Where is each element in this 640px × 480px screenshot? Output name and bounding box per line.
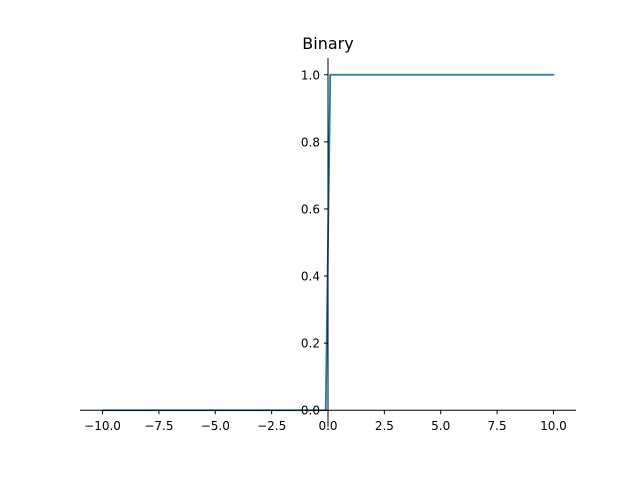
x-tick-label: 2.5	[375, 419, 394, 433]
x-tick-label: 7.5	[488, 419, 507, 433]
x-tick-label: 5.0	[431, 419, 450, 433]
y-tick-label: 0.4	[301, 270, 320, 284]
x-tick-label: 10.0	[540, 419, 567, 433]
y-tick-label: 0.6	[301, 202, 320, 216]
y-tick-label: 0.2	[301, 337, 320, 351]
x-tick-label: 0.0	[318, 419, 337, 433]
y-tick-label: 1.0	[301, 68, 320, 82]
x-tick-label: −7.5	[144, 419, 173, 433]
axes	[80, 58, 576, 427]
y-tick-label: 0.0	[301, 404, 320, 418]
x-tick-label: −10.0	[84, 419, 121, 433]
chart-title: Binary	[302, 34, 353, 53]
y-tick-label: 0.8	[301, 135, 320, 149]
ticks: −10.0 −7.5 −5.0 −2.5 0.0 2.5 5.0 7.5 10.0 0.0 0.2 0…	[84, 68, 567, 433]
x-tick-label: −2.5	[257, 419, 286, 433]
x-tick-label: −5.0	[201, 419, 230, 433]
